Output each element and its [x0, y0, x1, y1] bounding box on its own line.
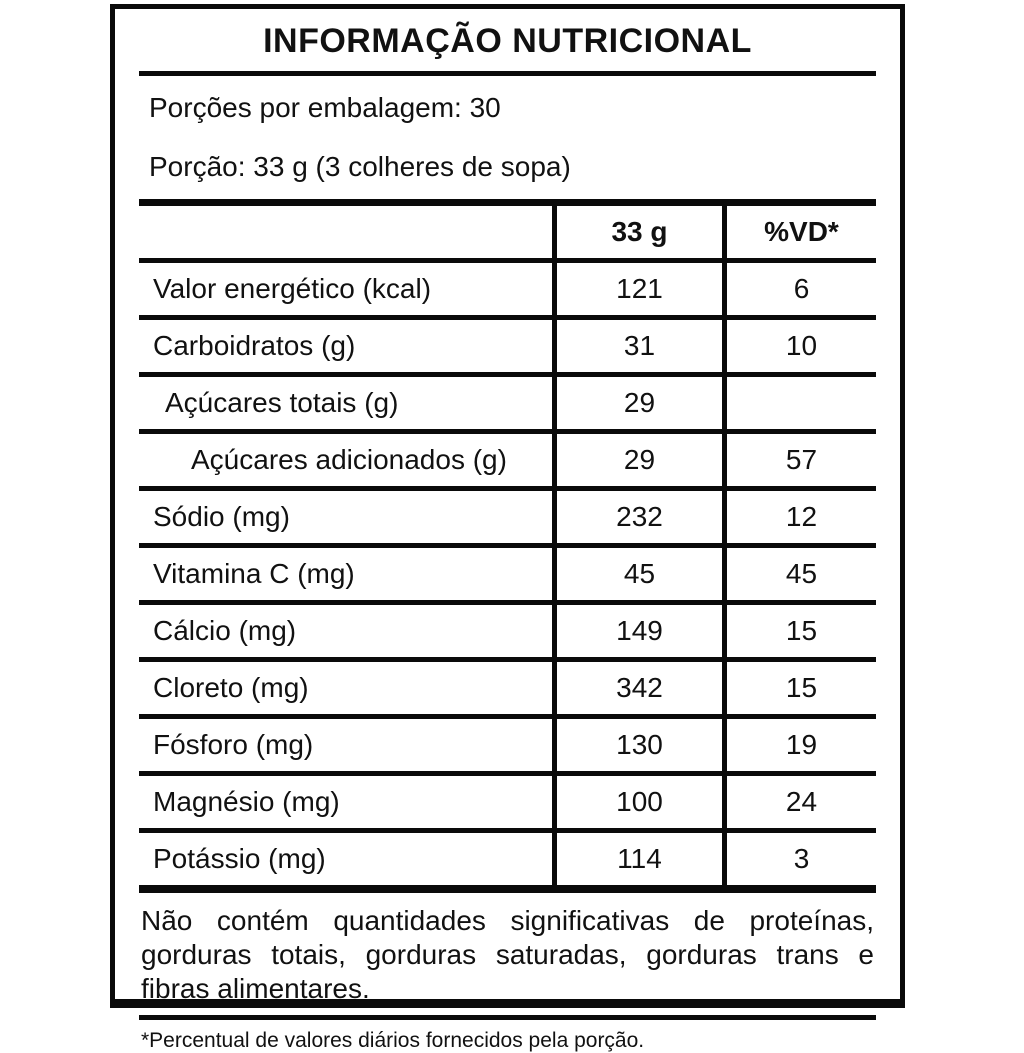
amount-cell: 100 — [552, 776, 722, 828]
nutrient-cell: Vitamina C (mg) — [153, 558, 355, 589]
table-body: Valor energético (kcal) 121 6 Carboidrat… — [139, 263, 876, 885]
amount-cell: 232 — [552, 491, 722, 543]
nutrient-cell: Açúcares adicionados (g) — [191, 444, 507, 475]
dv-cell: 15 — [722, 662, 876, 714]
table-row: Vitamina C (mg) 45 45 — [139, 548, 876, 605]
table-row: Cálcio (mg) 149 15 — [139, 605, 876, 662]
dv-cell: 45 — [722, 548, 876, 600]
table-row: Açúcares totais (g) 29 — [139, 377, 876, 434]
nutrient-cell: Cloreto (mg) — [153, 672, 309, 703]
nutrient-cell: Potássio (mg) — [153, 843, 326, 874]
footnote-divider — [139, 1015, 876, 1020]
amount-cell: 31 — [552, 320, 722, 372]
table-row: Potássio (mg) 114 3 — [139, 833, 876, 885]
header-dv-column: %VD* — [722, 206, 876, 258]
title-divider — [139, 71, 876, 76]
amount-cell: 342 — [552, 662, 722, 714]
table-row: Carboidratos (g) 31 10 — [139, 320, 876, 377]
amount-cell: 121 — [552, 263, 722, 315]
serving-size: Porção: 33 g (3 colheres de sopa) — [149, 151, 571, 182]
dv-cell: 24 — [722, 776, 876, 828]
dv-cell: 10 — [722, 320, 876, 372]
nutrition-label: INFORMAÇÃO NUTRICIONAL Porções por embal… — [110, 4, 905, 1052]
nutrient-cell: Sódio (mg) — [153, 501, 290, 532]
dv-cell: 12 — [722, 491, 876, 543]
dv-cell: 6 — [722, 263, 876, 315]
serving-info: Porções por embalagem: 30 Porção: 33 g (… — [139, 76, 876, 199]
dv-cell: 3 — [722, 833, 876, 885]
no-significant-amounts-note: Não contém quantidades significativas de… — [141, 905, 874, 1004]
amount-cell: 114 — [552, 833, 722, 885]
dv-cell — [722, 377, 876, 429]
table-row: Magnésio (mg) 100 24 — [139, 776, 876, 833]
amount-cell: 130 — [552, 719, 722, 771]
amount-cell: 29 — [552, 434, 722, 486]
nutrition-label-title: INFORMAÇÃO NUTRICIONAL — [263, 22, 752, 60]
amount-cell: 149 — [552, 605, 722, 657]
amount-cell: 45 — [552, 548, 722, 600]
daily-values-footnote: *Percentual de valores diários fornecido… — [141, 1029, 645, 1052]
dv-cell: 15 — [722, 605, 876, 657]
nutrient-cell: Fósforo (mg) — [153, 729, 314, 760]
nutrient-cell: Cálcio (mg) — [153, 615, 297, 646]
table-row: Sódio (mg) 232 12 — [139, 491, 876, 548]
nutrient-cell: Açúcares totais (g) — [165, 387, 399, 418]
servings-per-package: Porções por embalagem: 30 — [149, 92, 501, 123]
table-row: Cloreto (mg) 342 15 — [139, 662, 876, 719]
header-nutrient-column — [139, 206, 552, 258]
dv-cell: 57 — [722, 434, 876, 486]
amount-cell: 29 — [552, 377, 722, 429]
nutrition-table: 33 g %VD* Valor energético (kcal) 121 6 … — [139, 199, 876, 893]
nutrition-label-inner: INFORMAÇÃO NUTRICIONAL Porções por embal… — [115, 9, 900, 1052]
nutrient-cell: Valor energético (kcal) — [153, 273, 432, 304]
dv-cell: 19 — [722, 719, 876, 771]
table-row: Fósforo (mg) 130 19 — [139, 719, 876, 776]
nutrient-cell: Carboidratos (g) — [153, 330, 356, 361]
nutrient-cell: Magnésio (mg) — [153, 786, 340, 817]
header-amount-column: 33 g — [552, 206, 722, 258]
table-row: Açúcares adicionados (g) 29 57 — [139, 434, 876, 491]
table-header-row: 33 g %VD* — [139, 206, 876, 263]
table-row: Valor energético (kcal) 121 6 — [139, 263, 876, 320]
